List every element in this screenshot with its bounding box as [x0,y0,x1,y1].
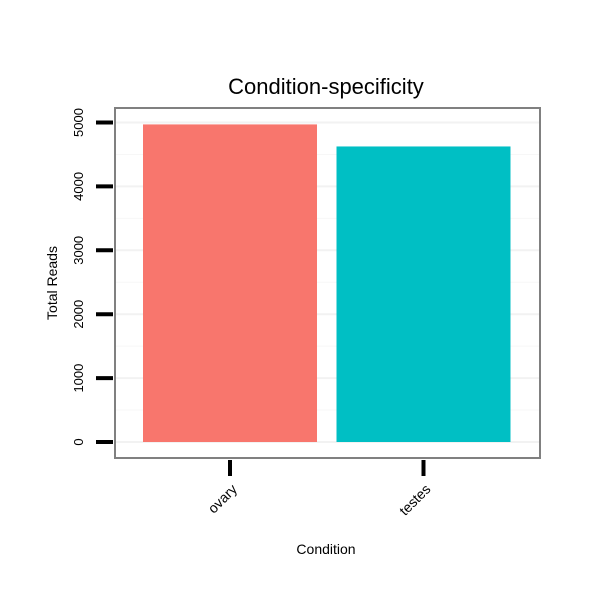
y-axis-label: Total Reads [44,246,60,320]
x-axis-label: Condition [296,541,355,557]
x-tick-label: ovary [205,481,241,517]
chart-title: Condition-specificity [228,74,424,99]
y-tick-label: 3000 [71,236,86,265]
y-tick-label: 5000 [71,108,86,137]
y-tick-label: 1000 [71,364,86,393]
bar-testes [336,146,511,442]
x-tick-label: testes [396,481,434,519]
y-tick-label: 2000 [71,300,86,329]
y-tick-label: 4000 [71,172,86,201]
y-tick-label: 0 [71,438,86,445]
plot-panel-border [114,107,541,459]
bar-ovary [143,124,317,443]
